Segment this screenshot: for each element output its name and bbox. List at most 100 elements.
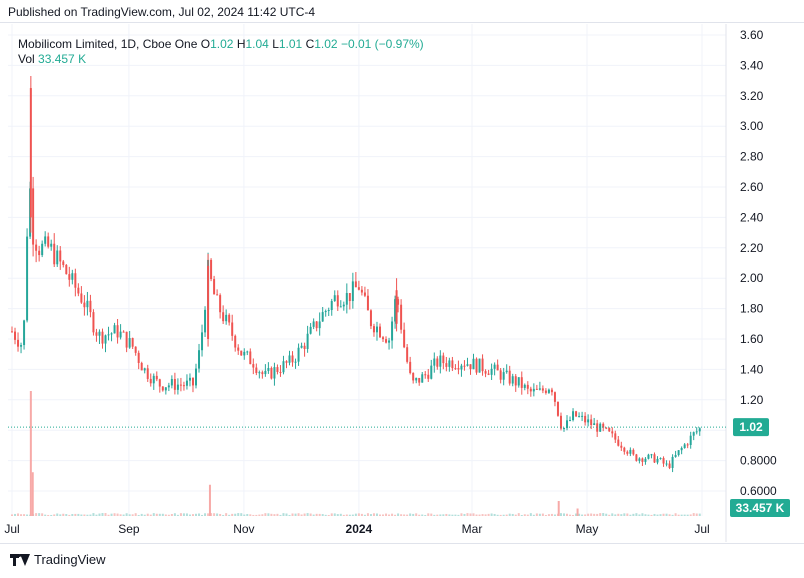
candle-body <box>526 384 529 389</box>
volume-bar <box>454 514 457 516</box>
volume-bar <box>638 514 641 516</box>
volume-bar <box>665 513 668 516</box>
volume-bar <box>219 513 222 516</box>
volume-bar <box>303 513 306 516</box>
candle-body <box>179 384 182 386</box>
y-tick-label: 3.60 <box>740 28 764 42</box>
y-tick-label: 1.40 <box>740 362 764 376</box>
candle-body <box>496 364 499 371</box>
candle-body <box>125 331 128 348</box>
candle-body <box>445 363 448 367</box>
change-value: −0.01 (−0.97%) <box>340 37 424 51</box>
volume-bar <box>309 513 312 516</box>
volume-bar <box>176 514 179 516</box>
volume-bar <box>599 513 602 516</box>
volume-bar <box>351 514 354 516</box>
volume-bar <box>80 514 83 516</box>
volume-bar <box>671 514 674 516</box>
volume-bar <box>617 513 620 516</box>
volume-bar <box>689 514 692 516</box>
volume-bar <box>285 513 288 516</box>
candle-body <box>535 388 538 390</box>
y-tick-label: 0.6000 <box>740 484 777 498</box>
candle-body <box>466 364 469 366</box>
volume-bar <box>327 514 330 516</box>
tradingview-logo-icon <box>10 553 30 566</box>
volume-spike-bar <box>557 501 560 516</box>
volume-bar <box>65 514 68 516</box>
volume-bar <box>593 513 596 516</box>
candle-body <box>188 377 191 381</box>
volume-bar <box>282 513 285 516</box>
volume-spike-bar <box>208 484 211 516</box>
volume-bar <box>641 513 644 516</box>
volume-bar <box>475 514 478 516</box>
candle-body <box>59 250 62 262</box>
candle-body <box>41 243 44 256</box>
candle-body <box>276 367 279 372</box>
volume-bar <box>427 513 430 516</box>
volume-bar <box>125 513 128 516</box>
candle-body <box>44 236 47 244</box>
candle-body <box>400 304 403 330</box>
candle-body <box>472 358 475 370</box>
volume-bar <box>291 513 294 516</box>
candle-body <box>336 295 339 307</box>
volume-bar <box>198 513 201 516</box>
volume-bar <box>526 514 529 516</box>
price-badge <box>733 418 769 437</box>
volume-bar <box>98 513 101 516</box>
candle-body <box>412 372 415 381</box>
candle-body <box>629 449 632 454</box>
candle-body <box>683 444 686 448</box>
volume-bar <box>35 513 38 516</box>
candle-body <box>385 339 388 343</box>
candle-body <box>544 390 547 393</box>
volume-bar <box>38 513 41 516</box>
candle-body <box>442 355 445 364</box>
volume-bar <box>246 513 249 516</box>
candle-body <box>198 350 201 369</box>
candle-body <box>448 360 451 367</box>
volume-bar <box>439 514 442 516</box>
candle-body <box>261 372 264 375</box>
x-tick-label: Sep <box>118 522 140 536</box>
volume-bar <box>385 513 388 516</box>
candle-body <box>53 243 56 265</box>
volume-bar <box>107 514 110 516</box>
volume-legend: Vol 33.457 K <box>18 52 86 66</box>
candle-body <box>20 345 23 347</box>
candle-body <box>234 335 237 348</box>
candle-body <box>686 444 689 446</box>
volume-bar <box>258 514 261 516</box>
volume-bar <box>228 514 231 516</box>
candle-body <box>439 355 442 367</box>
volume-bar <box>225 513 228 516</box>
candle-body <box>225 314 228 322</box>
candle-body <box>285 361 288 363</box>
volume-bar <box>629 514 632 516</box>
candle-body <box>210 259 213 280</box>
candle-body <box>451 360 454 369</box>
candle-body <box>363 292 366 296</box>
candle-body <box>204 309 207 333</box>
candle-body <box>641 458 644 462</box>
volume-bar <box>397 513 400 516</box>
volume-bar <box>535 513 538 516</box>
volume-bar <box>424 514 427 516</box>
volume-bar <box>137 514 140 516</box>
volume-bar <box>146 513 149 516</box>
volume-bar <box>143 514 146 516</box>
candle-body <box>493 364 496 369</box>
candle-body <box>590 419 593 426</box>
candle-body <box>379 326 381 338</box>
candle-body <box>342 304 345 307</box>
volume-bar <box>569 514 572 516</box>
chart-area[interactable] <box>0 22 804 544</box>
candle-body <box>173 378 176 390</box>
footer-brand[interactable]: TradingView <box>10 552 106 567</box>
open-label: O <box>200 37 211 51</box>
volume-bar <box>505 514 508 516</box>
volume-bar <box>158 513 161 516</box>
